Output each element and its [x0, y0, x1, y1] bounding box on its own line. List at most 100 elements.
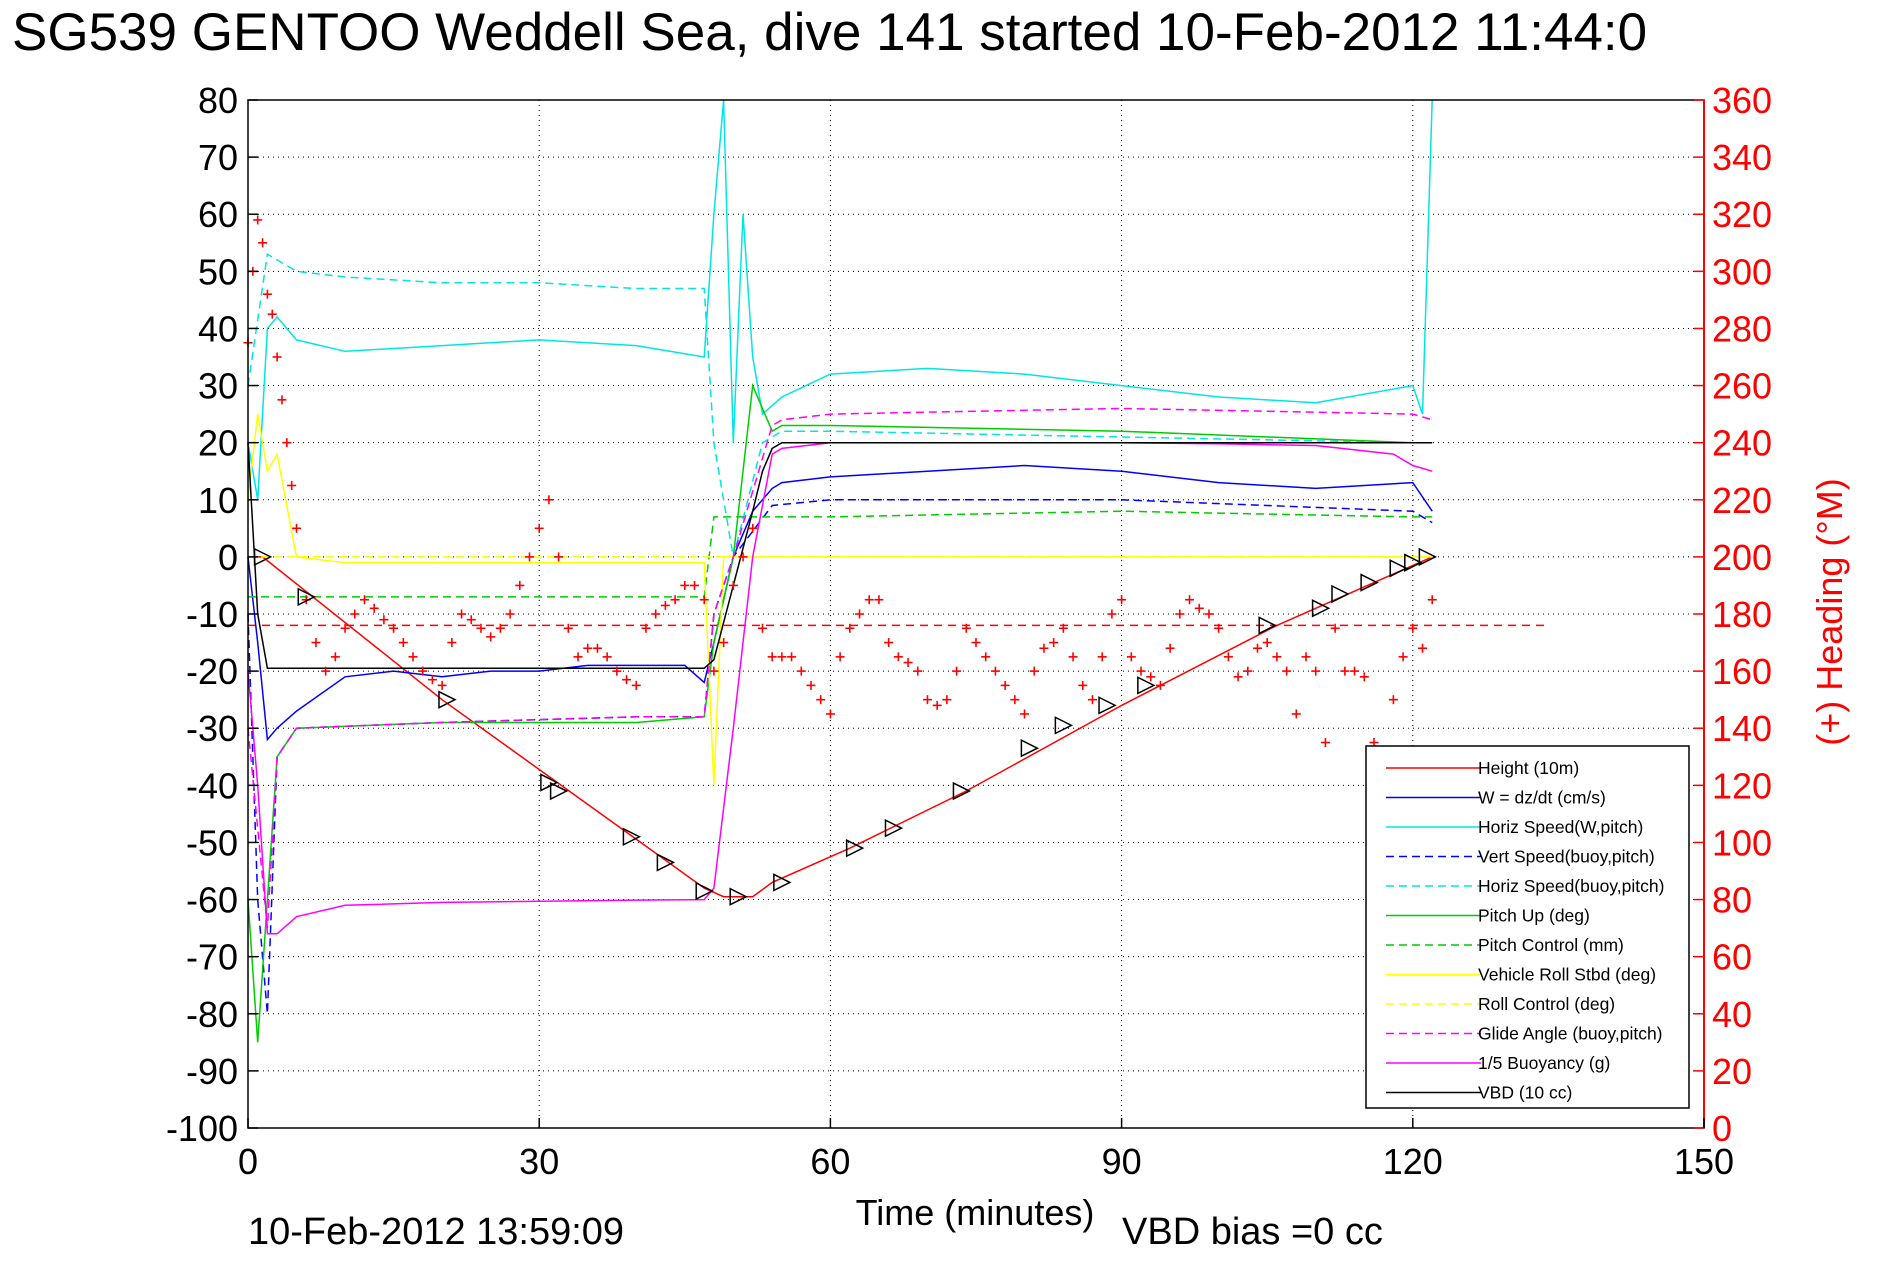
heading-marker [835, 652, 845, 662]
heading-marker [267, 309, 277, 319]
y2-tick-label: 280 [1712, 308, 1772, 349]
heading-marker [389, 623, 399, 633]
heading-marker [447, 638, 457, 648]
heading-marker [874, 595, 884, 605]
heading-marker [1301, 652, 1311, 662]
vbd-triangle [773, 873, 792, 892]
y2-tick-label: 120 [1712, 765, 1772, 806]
heading-marker [952, 666, 962, 676]
y2-tick-label: 240 [1712, 423, 1772, 464]
y-tick-label: 20 [198, 423, 238, 464]
heading-marker [437, 680, 447, 690]
heading-marker [1291, 709, 1301, 719]
heading-marker [1126, 652, 1136, 662]
vbd-triangle [884, 818, 904, 838]
heading-marker [971, 638, 981, 648]
heading-marker [612, 666, 622, 676]
heading-marker [1272, 652, 1282, 662]
vbd-triangle [1020, 738, 1040, 758]
heading-marker [292, 523, 302, 533]
series-line [247, 499, 1433, 1014]
heading-marker [554, 552, 564, 562]
x-tick-label: 120 [1383, 1141, 1443, 1182]
heading-marker [990, 666, 1000, 676]
heading-marker [583, 643, 593, 653]
vbd-triangle [656, 853, 676, 872]
series-line [247, 464, 1433, 742]
heading-marker [660, 600, 670, 610]
heading-marker [622, 675, 632, 685]
legend: Height (10m) W = dz/dt (cm/s) Horiz Speed(… [1365, 745, 1690, 1109]
heading-marker [670, 595, 680, 605]
heading-marker [602, 652, 612, 662]
vbd-triangle [952, 781, 972, 801]
heading-marker [922, 695, 932, 705]
legend-entry-label: 1/5 Buoyancy (g) [1478, 1053, 1610, 1073]
legend-entry-label: Horiz Speed(W,pitch) [1478, 817, 1643, 837]
heading-marker [253, 215, 263, 225]
vbd-triangle [1418, 547, 1438, 567]
heading-marker [277, 395, 287, 405]
series-line [247, 413, 1433, 786]
heading-marker [359, 595, 369, 605]
y2-tick-label: 0 [1712, 1108, 1732, 1149]
heading-marker [457, 609, 467, 619]
heading-marker [767, 652, 777, 662]
y-tick-label: 70 [198, 137, 238, 178]
heading-marker [709, 666, 719, 676]
heading-marker [961, 623, 971, 633]
vbd-triangle [729, 887, 748, 906]
heading-marker [524, 552, 534, 562]
vbd-triangle [1404, 553, 1423, 572]
heading-marker [1214, 623, 1224, 633]
heading-marker [719, 638, 729, 648]
vbd-triangle [549, 781, 569, 801]
vbd-triangle-markers [253, 547, 1438, 906]
heading-marker [1388, 695, 1398, 705]
footer-vbd-bias: VBD bias =0 cc [1122, 1211, 1383, 1253]
heading-marker [1058, 623, 1068, 633]
heading-marker [379, 615, 389, 625]
heading-marker [515, 580, 525, 590]
y-tick-label: -40 [186, 765, 238, 806]
heading-marker [282, 438, 292, 448]
vbd-triangle [1360, 573, 1379, 592]
heading-marker [690, 580, 700, 590]
x-tick-label: 150 [1674, 1141, 1734, 1182]
y2-tick-label: 40 [1712, 994, 1752, 1035]
heading-marker [787, 652, 797, 662]
series-layer [247, 99, 1544, 1043]
heading-marker [699, 595, 709, 605]
vbd-triangle [622, 827, 642, 846]
heading-marker [796, 666, 806, 676]
heading-marker [932, 700, 942, 710]
heading-marker [398, 638, 408, 648]
heading-marker [340, 623, 350, 633]
y-tick-label: 10 [198, 480, 238, 521]
heading-marker [913, 666, 923, 676]
heading-marker [1000, 680, 1010, 690]
heading-marker [1068, 652, 1078, 662]
legend-entry-label: Horiz Speed(buoy,pitch) [1478, 876, 1664, 896]
y-tick-label: 60 [198, 194, 238, 235]
heading-marker [942, 695, 952, 705]
heading-marker [592, 643, 602, 653]
heading-marker [350, 609, 360, 619]
y-tick-label: -90 [186, 1051, 238, 1092]
heading-marker [1087, 695, 1097, 705]
heading-marker [330, 652, 340, 662]
heading-marker [1320, 738, 1330, 747]
y-tick-label: -10 [186, 594, 238, 635]
heading-marker [631, 680, 641, 690]
y-tick-label: -100 [166, 1108, 238, 1149]
vbd-triangle [540, 773, 559, 792]
y2-tick-label: 100 [1712, 822, 1772, 863]
heading-marker [563, 623, 573, 633]
heading-marker [845, 623, 855, 633]
heading-marker [893, 652, 903, 662]
y2-tick-label: 80 [1712, 880, 1752, 921]
legend-entry-label: Height (10m) [1478, 758, 1579, 778]
heading-marker [738, 552, 748, 562]
y-tick-label: 0 [218, 537, 238, 578]
